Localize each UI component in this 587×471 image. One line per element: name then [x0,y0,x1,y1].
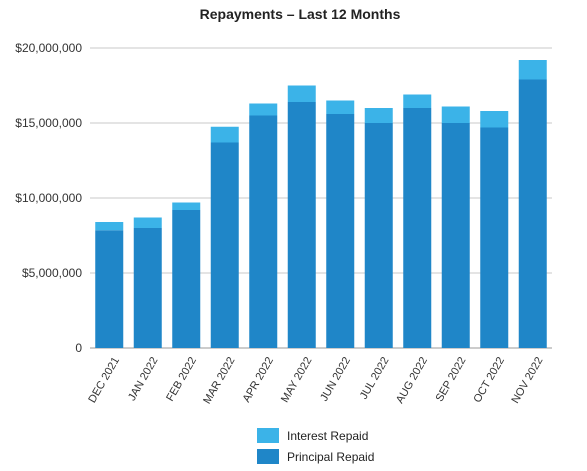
interest-bar-jul-2022 [364,108,393,123]
principal-bar-nov-2022 [518,79,547,348]
principal-bar-feb-2022 [172,210,201,348]
interest-bar-dec-2021 [95,222,124,231]
principal-bar-sep-2022 [441,123,470,348]
legend-swatch [257,428,279,443]
interest-bar-jun-2022 [326,100,355,114]
principal-bar-jun-2022 [326,114,355,348]
x-tick-label: FEB 2022 [164,355,199,403]
x-tick-label: JAN 2022 [126,355,161,403]
x-tick-label: MAR 2022 [201,355,237,406]
legend-swatch [257,449,279,464]
legend-label: Principal Repaid [287,450,374,464]
interest-bar-jan-2022 [133,217,162,228]
y-tick-label: $20,000,000 [15,41,82,55]
principal-bar-apr-2022 [249,115,278,348]
y-tick-label: $15,000,000 [15,116,82,130]
bars [95,60,547,348]
interest-bar-oct-2022 [480,111,509,128]
y-axis-ticks: 0 $5,000,000 $10,000,000 $15,000,000 $20,000… [15,41,82,355]
principal-bar-may-2022 [287,102,316,348]
interest-bar-nov-2022 [518,60,547,80]
principal-bar-oct-2022 [480,127,509,348]
interest-bar-feb-2022 [172,202,201,210]
x-tick-label: NOV 2022 [510,355,546,405]
interest-bar-sep-2022 [441,106,470,123]
interest-bar-aug-2022 [403,94,432,108]
principal-bar-aug-2022 [403,108,432,348]
y-tick-label: $10,000,000 [15,191,82,205]
x-tick-label: OCT 2022 [471,355,507,405]
legend: Interest Repaid Principal Repaid [257,428,374,464]
interest-bar-may-2022 [287,85,316,102]
x-tick-label: JUL 2022 [358,355,392,401]
y-tick-label: 0 [75,341,82,355]
principal-bar-jan-2022 [133,228,162,348]
interest-bar-mar-2022 [210,126,239,143]
principal-bar-dec-2021 [95,230,124,348]
x-tick-label: DEC 2021 [86,355,122,405]
interest-bar-apr-2022 [249,103,278,116]
x-axis-ticks: DEC 2021 JAN 2022 FEB 2022 MAR 2022 APR 2022… [86,355,545,406]
gridlines [90,47,552,349]
chart-title: Repayments – Last 12 Months [200,6,401,22]
x-tick-label: APR 2022 [241,355,276,404]
x-tick-label: AUG 2022 [394,355,430,405]
y-tick-label: $5,000,000 [22,266,82,280]
principal-bar-jul-2022 [364,123,393,348]
principal-bar-mar-2022 [210,142,239,348]
x-tick-label: MAY 2022 [279,355,315,405]
legend-label: Interest Repaid [287,429,368,443]
x-tick-label: JUN 2022 [318,355,353,403]
x-tick-label: SEP 2022 [434,355,469,404]
